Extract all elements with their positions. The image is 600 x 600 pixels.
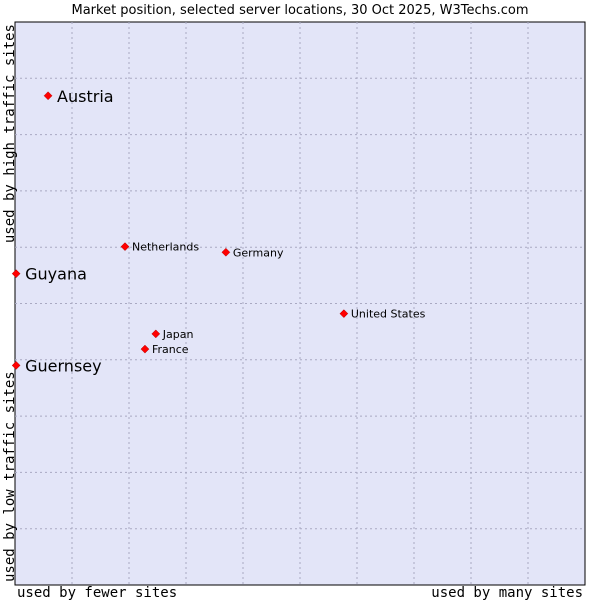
point-label: Japan xyxy=(162,328,194,341)
data-point-guyana: Guyana xyxy=(11,265,87,284)
y-axis-label-bottom: used by low traffic sites xyxy=(2,371,18,582)
point-marker xyxy=(140,344,150,354)
point-marker xyxy=(221,247,231,257)
point-marker xyxy=(11,361,21,370)
point-label: Netherlands xyxy=(132,241,199,254)
x-axis-label-left: used by fewer sites xyxy=(17,585,177,600)
chart-title: Market position, selected server locatio… xyxy=(71,3,528,18)
point-label: Germany xyxy=(233,246,284,259)
point-marker xyxy=(339,309,349,318)
point-label: Guyana xyxy=(25,265,87,284)
x-axis-label-right: used by many sites xyxy=(431,585,583,600)
data-point-germany: Germany xyxy=(221,246,284,259)
point-marker xyxy=(11,269,21,279)
point-marker xyxy=(43,91,53,101)
point-label: Guernsey xyxy=(25,356,101,375)
point-label: France xyxy=(152,343,189,356)
data-point-austria: Austria xyxy=(43,87,114,106)
point-marker xyxy=(151,329,161,339)
data-point-guernsey: Guernsey xyxy=(11,356,102,375)
y-axis-label-top: used by high traffic sites xyxy=(2,24,18,243)
point-marker xyxy=(120,242,130,251)
data-point-france: France xyxy=(140,343,189,356)
data-point-netherlands: Netherlands xyxy=(120,241,199,254)
data-points: Austria Guyana Guernsey Netherlands Germany U… xyxy=(11,87,426,375)
data-point-japan: Japan xyxy=(151,328,194,341)
grid-lines xyxy=(15,22,585,585)
point-label: United States xyxy=(351,308,426,321)
point-label: Austria xyxy=(57,87,114,106)
data-point-united-states: United States xyxy=(339,308,426,321)
